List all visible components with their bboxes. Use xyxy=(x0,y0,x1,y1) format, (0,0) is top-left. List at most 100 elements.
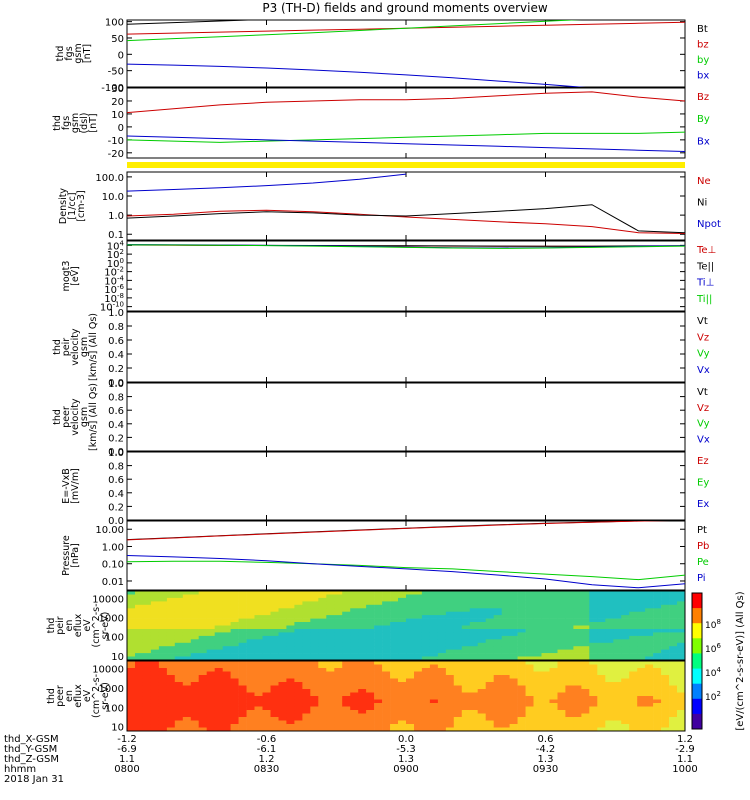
y-tick-label: 10-4 xyxy=(104,274,124,287)
series-line-Ni xyxy=(127,204,685,234)
y-tick-label: -100 xyxy=(101,83,124,94)
y-axis-label: sr-eV) xyxy=(100,612,111,640)
time-tick-label: 0930 xyxy=(533,764,558,775)
y-axis-label: gsm xyxy=(73,43,84,63)
y-axis-label: en xyxy=(64,620,75,632)
panel-frame xyxy=(126,171,686,241)
panel-9: 10000 1000 100 10 thdpeirenefluxeV(cm^2-s-sr… xyxy=(46,590,686,663)
y-tick-label: 10-8 xyxy=(104,292,124,305)
legend-Vt: Vt xyxy=(697,316,708,327)
y-axis-label: gsm xyxy=(79,407,90,427)
y-tick-label: -50 xyxy=(108,67,124,78)
panel-3: 100.0 10.0 1.0 0.1 Density[1/cc][cm-3] Ne Ni Np… xyxy=(58,171,721,241)
y-tick-label: 104 xyxy=(107,239,125,252)
y-axis-label: eflux xyxy=(73,613,84,637)
legend-Vz: Vz xyxy=(697,332,709,343)
y-tick-label: 10.00 xyxy=(95,525,124,536)
time-tick-label: 0800 xyxy=(114,764,139,775)
y-tick-label: 0.0 xyxy=(108,516,124,527)
y-tick-label: 0.0 xyxy=(108,378,124,389)
y-tick-label: -20 xyxy=(108,149,124,160)
colorbar-tick: 106 xyxy=(705,642,721,655)
y-tick-label: 10 xyxy=(111,652,124,663)
legend-Ti||: Ti|| xyxy=(696,294,712,305)
legend-Bt: Bt xyxy=(697,24,708,35)
y-axis-label: [nT] xyxy=(82,44,93,63)
y-axis-label: (dsl) xyxy=(79,112,90,133)
legend-Vz: Vz xyxy=(697,403,709,414)
time-tick-label: 0830 xyxy=(254,764,279,775)
orbit-label: thd_Y-GSM xyxy=(4,744,57,755)
orbit-value: -6.9 xyxy=(117,744,137,755)
y-axis-label: peer xyxy=(55,685,66,707)
series-line-Bx xyxy=(127,135,685,152)
y-tick-label: 10000 xyxy=(92,595,124,606)
legend-Vt: Vt xyxy=(697,387,708,398)
orbit-value: 1.3 xyxy=(398,754,414,765)
y-axis-label: thd xyxy=(52,339,63,355)
y-axis-label: (cm^2-s- xyxy=(91,604,102,648)
legend-Te||: Te|| xyxy=(696,261,714,272)
panel-frame xyxy=(126,520,686,591)
y-tick-label: 100.0 xyxy=(95,173,124,184)
y-axis-label: (cm^2-s- xyxy=(91,674,102,718)
y-tick-label: 20 xyxy=(111,97,124,108)
y-tick-label: 0.2 xyxy=(108,502,124,513)
y-tick-label: 10-6 xyxy=(104,283,124,296)
y-tick-label: 10-2 xyxy=(104,266,124,279)
time-tick-label: 0900 xyxy=(393,764,418,775)
y-tick-label: 1000 xyxy=(99,684,124,695)
legend-bx: bx xyxy=(697,71,709,82)
y-tick-label: 1000 xyxy=(99,614,124,625)
panel-5: 1.0 0.8 0.6 0.4 0.2 0.0 thdpeirvelocitygsm[km/… xyxy=(52,308,710,389)
y-axis-label: peir xyxy=(61,338,72,357)
y-axis-label: thd xyxy=(46,618,57,634)
legend-Vy: Vy xyxy=(697,419,710,430)
y-axis-label: Density xyxy=(58,188,69,224)
y-axis-label: eV xyxy=(82,689,93,702)
y-tick-label: 0.4 xyxy=(108,350,124,361)
y-tick-label: 0 xyxy=(118,50,124,61)
legend-Npot: Npot xyxy=(697,219,721,230)
y-tick-label: 0.6 xyxy=(108,475,124,486)
y-axis-label: fgs xyxy=(64,46,75,60)
legend-Ni: Ni xyxy=(697,197,707,208)
panel-7: 1.0 0.8 0.6 0.4 0.2 0.0 E=-VxB[mV/m] Ez Ey Ex xyxy=(61,448,709,527)
colorbar-tick: 108 xyxy=(705,618,721,631)
y-tick-label: 0.8 xyxy=(108,462,124,473)
orbit-value: -1.2 xyxy=(117,734,137,745)
y-tick-label: 0.6 xyxy=(108,336,124,347)
legend-Pb: Pb xyxy=(697,541,709,552)
y-axis-label: sr-eV) xyxy=(100,682,111,710)
legend-Ne: Ne xyxy=(697,176,711,187)
y-tick-label: 100 xyxy=(105,633,124,644)
y-tick-label: 30 xyxy=(111,84,124,95)
y-tick-label: -10 xyxy=(108,136,124,147)
y-tick-label: 0.0 xyxy=(108,447,124,458)
y-tick-label: 1.00 xyxy=(102,542,124,553)
y-tick-label: 0.10 xyxy=(102,560,124,571)
orbit-value: 1.2 xyxy=(677,734,693,745)
colorbar-label: [eV/(cm^2-s-sr-eV)] (All Qs) xyxy=(735,591,746,730)
orbit-value: 1.1 xyxy=(119,754,135,765)
y-axis-label: [1/cc] xyxy=(67,192,78,219)
y-tick-label: 1.0 xyxy=(108,379,124,390)
series-line-Npot xyxy=(127,173,407,192)
y-axis-label: peer xyxy=(61,406,72,428)
orbit-value: -4.2 xyxy=(536,744,556,755)
y-tick-label: 0.1 xyxy=(108,230,124,241)
panel-frame xyxy=(126,451,686,521)
y-tick-label: 0.8 xyxy=(108,322,124,333)
orbit-value: -2.9 xyxy=(675,744,695,755)
y-tick-label: 10 xyxy=(111,723,124,734)
series-line-By xyxy=(127,131,685,143)
y-tick-label: 0.4 xyxy=(108,420,124,431)
orbit-value: 1.1 xyxy=(677,754,693,765)
y-axis-label: eflux xyxy=(73,684,84,708)
y-tick-label: 0 xyxy=(118,123,124,134)
y-tick-label: 100 xyxy=(105,703,124,714)
series-line-Ti|| xyxy=(127,244,685,249)
y-tick-label: 100 xyxy=(107,257,124,270)
series-line-Pi xyxy=(127,555,685,589)
